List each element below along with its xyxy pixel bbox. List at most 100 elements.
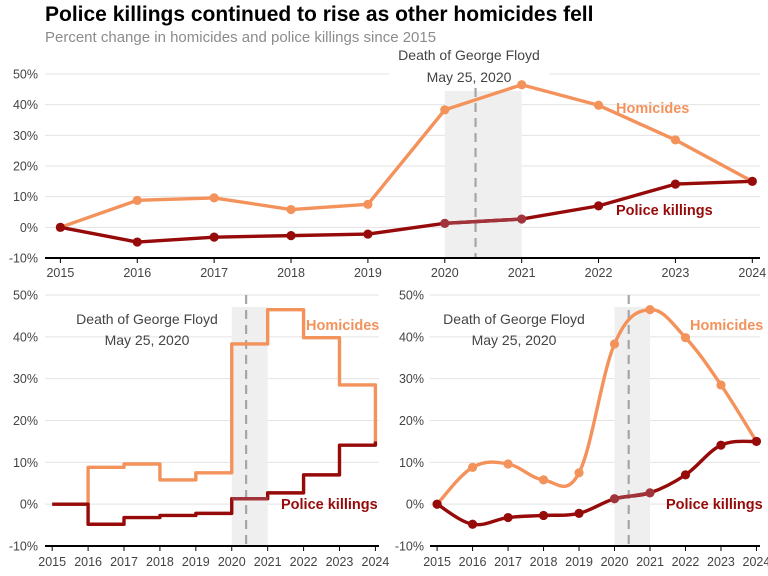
data-point — [609, 339, 620, 349]
data-point — [209, 193, 219, 203]
annotation-line-2: May 25, 2020 — [472, 332, 557, 348]
y-tick-label: 30% — [13, 129, 38, 143]
series-line-police-killings — [52, 441, 378, 526]
series-line-homicides — [59, 83, 754, 229]
y-tick-label: 40% — [399, 330, 424, 344]
data-point — [593, 100, 604, 110]
y-tick-label: 20% — [399, 414, 424, 428]
series-label-police-killings: Police killings — [616, 203, 713, 219]
x-tick-label: 2018 — [530, 555, 558, 569]
data-point — [440, 218, 450, 228]
y-tick-label: 50% — [13, 289, 38, 303]
data-point — [574, 508, 584, 518]
data-point — [467, 519, 478, 529]
y-tick-label: 40% — [13, 98, 38, 112]
y-tick-label: 0% — [20, 498, 38, 512]
data-point — [645, 488, 655, 498]
annotation-line-1: Death of George Floyd — [443, 311, 585, 327]
data-point — [55, 222, 65, 232]
x-tick-label: 2018 — [146, 555, 174, 569]
data-point — [670, 135, 681, 145]
data-point — [716, 380, 726, 390]
x-tick-label: 2017 — [494, 555, 522, 569]
x-tick-label: 2023 — [326, 555, 354, 569]
annotation-line-1: Death of George Floyd — [398, 47, 540, 63]
series-label-homicides: Homicides — [690, 318, 763, 334]
data-point — [517, 80, 527, 90]
x-tick-label: 2015 — [423, 555, 451, 569]
y-tick-label: 30% — [13, 372, 38, 386]
x-tick-label: 2022 — [672, 555, 700, 569]
y-tick-label: 20% — [13, 414, 38, 428]
series-label-police-killings: Police killings — [666, 497, 763, 513]
x-tick-label: 2022 — [290, 555, 318, 569]
x-tick-label: 2015 — [46, 266, 74, 280]
series-line-highlight — [444, 217, 522, 226]
chart-title: Police killings continued to rise as oth… — [45, 3, 594, 26]
y-tick-label: 0% — [20, 221, 38, 235]
x-tick-label: 2024 — [743, 555, 768, 569]
data-point — [574, 468, 584, 478]
series-line-homicides — [435, 307, 758, 506]
data-point — [645, 305, 655, 315]
annotation-line-2: May 25, 2020 — [105, 332, 190, 348]
highlight-band — [231, 307, 268, 546]
y-tick-label: -10% — [395, 540, 424, 554]
x-tick-label: 2020 — [431, 266, 459, 280]
data-point — [440, 105, 450, 115]
annotation-line-1: Death of George Floyd — [76, 311, 218, 327]
x-tick-label: 2023 — [662, 266, 690, 280]
series-line-police-killings — [436, 439, 757, 527]
data-point — [132, 237, 142, 247]
x-tick-label: 2015 — [38, 555, 66, 569]
data-point — [363, 229, 373, 239]
x-tick-label: 2016 — [123, 266, 151, 280]
y-tick-label: 10% — [13, 190, 38, 204]
y-tick-label: 10% — [13, 456, 38, 470]
data-point — [593, 201, 604, 211]
data-point — [286, 231, 296, 241]
data-point — [670, 179, 681, 189]
annotation-line-2: May 25, 2020 — [427, 69, 512, 85]
data-point — [538, 475, 549, 485]
series-line-highlight — [614, 491, 651, 501]
x-tick-label: 2022 — [585, 266, 613, 280]
y-tick-label: -10% — [9, 540, 38, 554]
y-tick-label: 30% — [399, 372, 424, 386]
x-tick-label: 2021 — [508, 266, 536, 280]
data-point — [680, 333, 691, 343]
series-line-homicides — [52, 307, 378, 506]
data-point — [747, 176, 757, 186]
chart-panel-2: -10% 0% 10% 20% 30% 40% 50% Death of George Flo… — [9, 289, 390, 570]
x-tick-label: 2020 — [601, 555, 629, 569]
series-label-police-killings: Police killings — [281, 497, 378, 513]
x-tick-label: 2019 — [182, 555, 210, 569]
x-tick-label: 2021 — [254, 555, 282, 569]
data-point — [716, 440, 726, 450]
x-tick-label: 2017 — [110, 555, 138, 569]
data-point — [432, 499, 442, 509]
y-tick-label: 0% — [406, 498, 424, 512]
data-point — [363, 199, 373, 209]
data-point — [467, 462, 478, 472]
y-tick-label: 20% — [13, 160, 38, 174]
y-tick-label: 50% — [13, 68, 38, 82]
data-point — [517, 214, 527, 224]
y-tick-label: 40% — [13, 330, 38, 344]
x-tick-label: 2024 — [362, 555, 390, 569]
chart-panel-3: -10% 0% 10% 20% 30% 40% 50% Death of George Flo… — [395, 289, 768, 570]
data-point — [286, 204, 296, 215]
y-tick-label: 50% — [399, 289, 424, 303]
highlight-band — [444, 86, 522, 258]
data-point — [680, 470, 691, 480]
x-tick-label: 2016 — [459, 555, 487, 569]
x-tick-label: 2023 — [707, 555, 735, 569]
highlight-band — [614, 307, 650, 546]
x-tick-label: 2017 — [200, 266, 228, 280]
data-point — [538, 510, 549, 521]
x-tick-label: 2020 — [218, 555, 246, 569]
data-point — [751, 436, 762, 447]
data-point — [609, 494, 620, 504]
chart-subtitle: Percent change in homicides and police k… — [45, 29, 437, 46]
